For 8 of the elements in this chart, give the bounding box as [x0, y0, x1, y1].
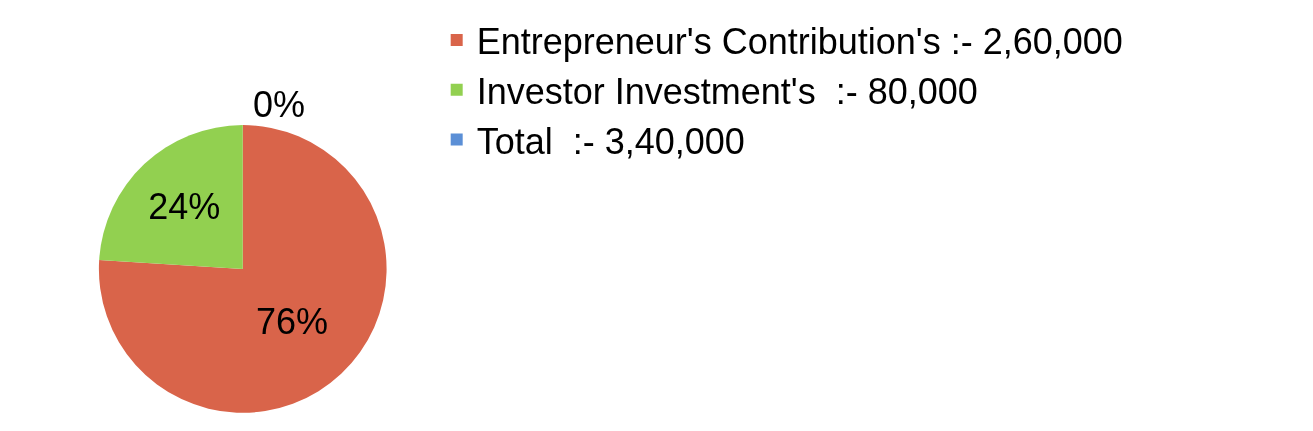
legend-label: Investor Investment's :- 80,000 — [476, 70, 978, 112]
pie-slice — [99, 125, 387, 413]
text: 0% — [252, 84, 306, 126]
data-label: 76% — [255, 300, 329, 342]
legend-label: Total :- 3,40,000 — [476, 120, 745, 162]
pie-slice — [99, 125, 243, 269]
legend-label: Entrepreneur's Contribution's :- 2,60,000 — [476, 20, 1123, 62]
data-label: 24% — [148, 186, 221, 228]
